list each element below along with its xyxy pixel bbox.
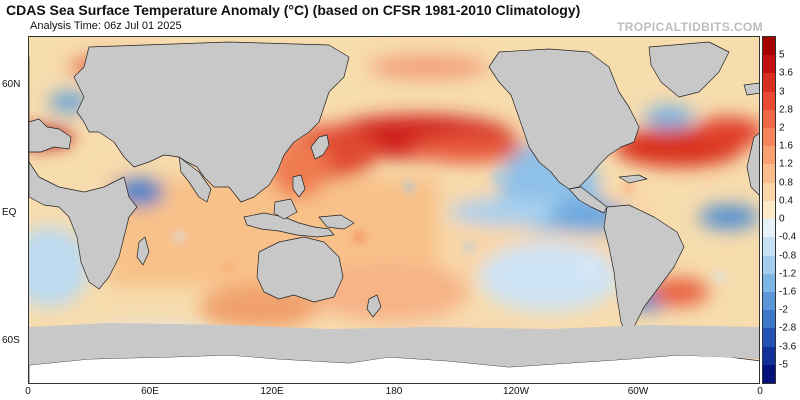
colorbar-tick-label: -2	[779, 304, 788, 316]
colorbar-tick-label: 5	[779, 49, 785, 61]
lat-label: 60N	[2, 79, 21, 91]
colorbar-segment	[763, 328, 775, 348]
colorbar-tick-label: 3	[779, 86, 785, 98]
colorbar-tick-label: -1.6	[779, 286, 797, 298]
land-new-guinea	[318, 214, 355, 230]
land-masses	[29, 41, 759, 338]
land-north-america	[488, 48, 640, 190]
colorbar-segment	[763, 109, 775, 129]
lon-label: 60W	[627, 386, 649, 397]
colorbar-tick-label: 2.8	[779, 104, 793, 116]
land-caribbean	[618, 174, 648, 184]
lon-label: 180	[385, 386, 403, 397]
land-japan	[310, 134, 330, 160]
colorbar-tick-label: 0	[779, 213, 785, 225]
analysis-time: Analysis Time: 06z Jul 01 2025	[30, 20, 182, 32]
anomaly-field	[29, 55, 759, 347]
colorbar-segment	[763, 164, 775, 184]
lat-label: 60S	[2, 335, 20, 347]
colorbar-segment	[763, 364, 775, 384]
land-south-america	[603, 204, 685, 338]
land-philippines	[292, 174, 306, 198]
land-iceland	[743, 82, 759, 96]
colorbar-tick-label: 3.6	[779, 67, 793, 79]
colorbar-tick-label: -0.8	[779, 250, 797, 262]
colorbar-segment	[763, 55, 775, 74]
land-australia	[256, 236, 344, 303]
anomaly-speckle	[83, 170, 725, 283]
colorbar-tick-label: -1.2	[779, 268, 797, 280]
colorbar-segment	[763, 73, 775, 93]
colorbar-segment	[763, 182, 775, 202]
land-europe-africa	[29, 56, 138, 290]
colorbar-segment	[763, 146, 775, 165]
colorbar-segment	[763, 310, 775, 329]
colorbar-segment	[763, 273, 775, 293]
lon-label: 0	[25, 386, 31, 397]
colorbar-tick-label: -0.4	[779, 231, 797, 243]
colorbar-segment	[763, 255, 775, 275]
lon-label: 0	[757, 386, 763, 397]
colorbar	[762, 36, 776, 384]
land-central-america	[568, 186, 608, 214]
lon-label: 60E	[141, 386, 159, 397]
lon-label: 120W	[502, 386, 530, 397]
colorbar-segment	[763, 237, 775, 257]
land-europe-east-edge	[746, 132, 759, 196]
colorbar-segment	[763, 91, 775, 111]
colorbar-segment	[763, 291, 775, 311]
colorbar-tick-label: -3.6	[779, 341, 797, 353]
land-new-zealand	[366, 294, 382, 318]
sst-anomaly-map	[28, 36, 760, 384]
colorbar-tick-label: 1.6	[779, 140, 793, 152]
lat-label: EQ	[2, 207, 17, 219]
colorbar-tick-label: 0.8	[779, 177, 793, 189]
lon-label: 120E	[260, 386, 284, 397]
source-credit: TROPICALTIDBITS.COM	[617, 20, 764, 34]
colorbar-tick-label: 0.4	[779, 195, 793, 207]
colorbar-segment	[763, 219, 775, 238]
land-india	[178, 156, 212, 203]
land-greenland	[648, 41, 730, 98]
colorbar-segment	[763, 346, 775, 366]
colorbar-tick-label: 2	[779, 122, 785, 134]
colorbar-tick-label: -2.8	[779, 322, 797, 334]
colorbar-tick-label: -5	[779, 359, 788, 371]
colorbar-segment	[763, 37, 775, 56]
land-asia	[73, 41, 350, 203]
antarctica	[29, 323, 759, 383]
land-madagascar	[136, 236, 150, 266]
land-borneo	[273, 198, 298, 220]
colorbar-tick-label: 1.2	[779, 158, 793, 170]
colorbar-segment	[763, 128, 775, 147]
colorbar-segment	[763, 200, 775, 220]
map-title: CDAS Sea Surface Temperature Anomaly (°C…	[6, 2, 581, 18]
